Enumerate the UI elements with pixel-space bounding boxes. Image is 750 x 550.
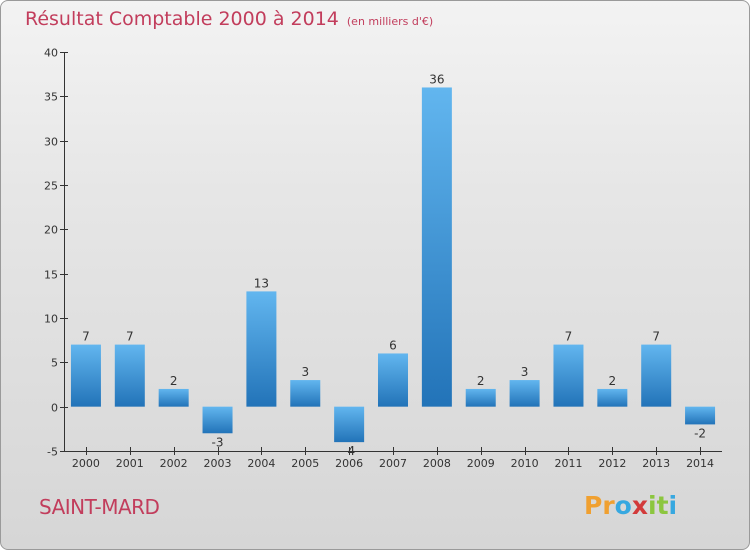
value-label-2010: 3	[521, 365, 529, 379]
logo-letter: i	[648, 491, 657, 520]
value-label-2008: 36	[429, 72, 444, 86]
y-tick-label: 10	[44, 313, 58, 326]
value-label-2013: 7	[652, 330, 660, 344]
commune-name: SAINT-MARD	[39, 495, 160, 519]
bar-2011	[553, 344, 584, 407]
x-tick-label: 2004	[247, 457, 275, 470]
logo-letter: t	[656, 491, 669, 520]
bar-2002	[158, 388, 189, 407]
x-tick-label: 2002	[160, 457, 188, 470]
proxiti-logo: Proxiti	[584, 491, 677, 520]
bar-2014	[685, 406, 716, 425]
value-label-2002: 2	[170, 374, 178, 388]
x-tick-label: 2005	[291, 457, 319, 470]
chart-title-block: Résultat Comptable 2000 à 2014 (en millie…	[25, 8, 433, 30]
logo-letter: i	[668, 491, 678, 520]
y-tick-label: 35	[44, 91, 58, 104]
y-tick-label: 20	[44, 224, 58, 237]
value-label-2007: 6	[389, 338, 397, 352]
x-tick-label: 2009	[467, 457, 495, 470]
x-tick-label: 2006	[335, 457, 363, 470]
bar-2008	[421, 87, 452, 407]
chart-title: Résultat Comptable 2000 à 2014	[25, 8, 339, 30]
bar-2006	[334, 406, 365, 443]
bar-2003	[202, 406, 233, 434]
x-tick-label: 2011	[554, 457, 582, 470]
bar-2001	[114, 344, 145, 407]
y-tick-label: 40	[44, 47, 58, 60]
x-tick-label: 2010	[511, 457, 539, 470]
x-tick-label: 2014	[686, 457, 714, 470]
bar-2000	[70, 344, 101, 407]
x-tick-label: 2013	[642, 457, 670, 470]
bar-2009	[465, 388, 496, 407]
y-tick-label: 25	[44, 180, 58, 193]
value-label-2006: -4	[343, 444, 355, 458]
y-tick-label: 30	[44, 136, 58, 149]
x-tick-label: 2007	[379, 457, 407, 470]
value-label-2011: 7	[565, 330, 573, 344]
x-tick-label: 2012	[598, 457, 626, 470]
bar-2013	[641, 344, 672, 407]
logo-letter: x	[631, 491, 648, 520]
value-label-2003: -3	[212, 435, 224, 449]
value-label-2012: 2	[609, 374, 617, 388]
chart-subtitle: (en milliers d'€)	[346, 15, 434, 28]
bar-2012	[597, 388, 628, 407]
x-tick-label: 2001	[116, 457, 144, 470]
logo-letter: r	[602, 491, 615, 520]
y-tick-label: -5	[47, 446, 58, 459]
x-tick-label: 2003	[204, 457, 232, 470]
value-label-2001: 7	[126, 330, 134, 344]
y-tick-label: 15	[44, 269, 58, 282]
bar-2010	[509, 380, 540, 407]
logo-letter: P	[584, 491, 603, 520]
value-label-2000: 7	[82, 330, 90, 344]
bar-2005	[290, 380, 321, 407]
value-label-2014: -2	[694, 426, 706, 440]
y-tick-label: 5	[51, 357, 58, 370]
bar-2007	[378, 353, 408, 407]
logo-letter: o	[614, 491, 632, 520]
x-tick-label: 2000	[72, 457, 100, 470]
value-label-2004: 13	[254, 276, 269, 290]
x-tick-label: 2008	[423, 457, 451, 470]
value-label-2005: 3	[301, 365, 309, 379]
value-label-2009: 2	[477, 374, 485, 388]
y-tick-label: 0	[51, 402, 58, 415]
bar-2004	[246, 291, 277, 407]
